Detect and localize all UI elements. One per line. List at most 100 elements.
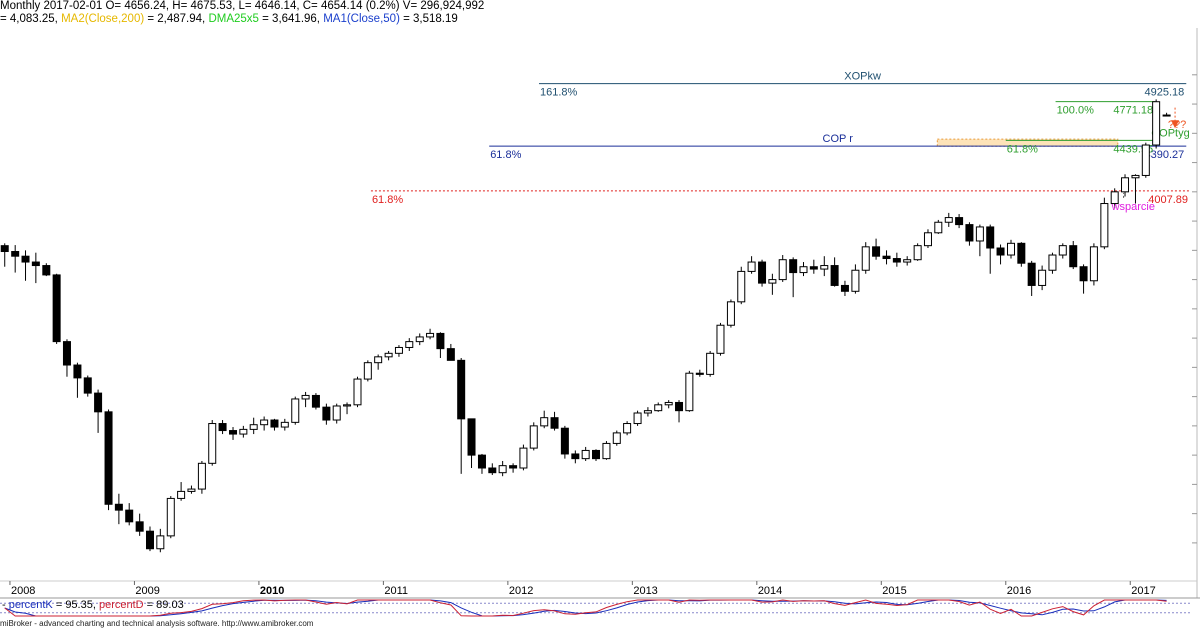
candle-body-down (872, 246, 881, 257)
candle (311, 393, 320, 410)
footer-credit: miBroker - advanced charting and technic… (0, 619, 314, 628)
header-ohlc-line: Monthly 2017-02-01 O= 4656.24, H= 4675.5… (0, 0, 484, 13)
level-pct-label: 61.8% (372, 194, 403, 206)
candle-body-down (758, 261, 767, 284)
candle-body-up (343, 404, 352, 407)
candle-body-up (540, 417, 549, 427)
candle (975, 224, 984, 257)
candles (0, 99, 1171, 553)
candle (301, 391, 310, 408)
candle (166, 496, 175, 539)
candle (986, 224, 995, 274)
candle-body-up (654, 404, 663, 412)
candle-body-up (332, 405, 341, 421)
candle-body-down (218, 423, 227, 432)
candle-body-up (1131, 174, 1140, 179)
candle-body-down (809, 266, 818, 270)
candle-body-down (550, 417, 559, 429)
candle-body-down (125, 509, 134, 523)
candle (1152, 99, 1161, 149)
candle (1121, 174, 1130, 197)
legend-eq: = (144, 599, 157, 611)
candle-body-up (1110, 191, 1119, 205)
level-name-label: COP r (823, 133, 854, 145)
candle (664, 400, 673, 409)
candle-body-up (944, 217, 953, 223)
candle-body-up (643, 410, 652, 414)
candle (913, 243, 922, 261)
candle-body-down (1069, 245, 1078, 268)
candle (706, 350, 715, 377)
percentD-label: percentD (99, 599, 144, 611)
candle (1110, 188, 1119, 209)
candle-body-up (1152, 101, 1161, 146)
candle (1069, 240, 1078, 270)
candle-body-up (405, 341, 414, 348)
candle (550, 411, 559, 431)
candle (457, 358, 466, 474)
x-tick-label: 2017 (1131, 585, 1155, 597)
candle (955, 214, 964, 229)
candle (654, 402, 663, 412)
candle-body-down (114, 503, 123, 511)
candle-body-up (239, 428, 248, 435)
candle (280, 418, 289, 431)
candle (343, 402, 352, 415)
candle-body-up (156, 535, 165, 550)
candle (208, 420, 217, 466)
candle (623, 421, 632, 436)
candle (685, 370, 694, 412)
candle (799, 262, 808, 277)
candle (291, 396, 300, 425)
candle-body-down (882, 255, 891, 260)
candle-body-down (436, 332, 445, 350)
candle-body-down (21, 255, 30, 263)
candle (125, 503, 134, 526)
percentK-label: percentK (9, 599, 54, 611)
percentK-line (4, 599, 1167, 617)
candle-body-up (415, 336, 424, 343)
candle-body-up (363, 362, 372, 380)
candle-body-down (830, 265, 839, 286)
candle (218, 420, 227, 435)
candle (477, 453, 486, 474)
candle-body-up (737, 270, 746, 303)
candle (1017, 242, 1026, 267)
candle-body-down (52, 274, 61, 343)
candle (809, 259, 818, 274)
x-tick-label: 2009 (135, 585, 159, 597)
candle (426, 328, 435, 340)
candle (1162, 112, 1171, 117)
candle-body-up (726, 301, 735, 326)
candle (11, 245, 20, 273)
header-indicator-segment: MA2(Close,200) (61, 13, 145, 25)
candle-body-up (208, 423, 217, 464)
candle (1131, 174, 1140, 204)
candle (872, 238, 881, 260)
candle-body-down (135, 521, 144, 532)
down-arrow-icon (1171, 120, 1180, 129)
candle (145, 526, 154, 552)
candle (322, 403, 331, 425)
candle (270, 418, 279, 431)
candle (1100, 197, 1109, 250)
oscillator-legend: - percentK = 95.35, percentD = 89.03 (2, 599, 184, 611)
candle (747, 256, 756, 274)
candle-body-up (820, 265, 829, 270)
candle (882, 250, 891, 265)
candle (104, 409, 113, 511)
candle (42, 263, 51, 277)
level-name-label: COPtyg (1151, 127, 1190, 139)
candle (52, 273, 61, 344)
chart-grid (0, 28, 1200, 599)
candle-body-up (664, 401, 673, 406)
percentD-value: 89.03 (156, 599, 184, 611)
candle (488, 463, 497, 476)
header-indicator-segment: = 3,641.96, (258, 13, 324, 25)
header-indicator-segment: DMA25x5 (208, 13, 259, 25)
candle (560, 425, 569, 459)
candle-body-up (612, 432, 621, 444)
candle-body-down (1017, 242, 1026, 264)
candle-body-down (477, 454, 486, 469)
